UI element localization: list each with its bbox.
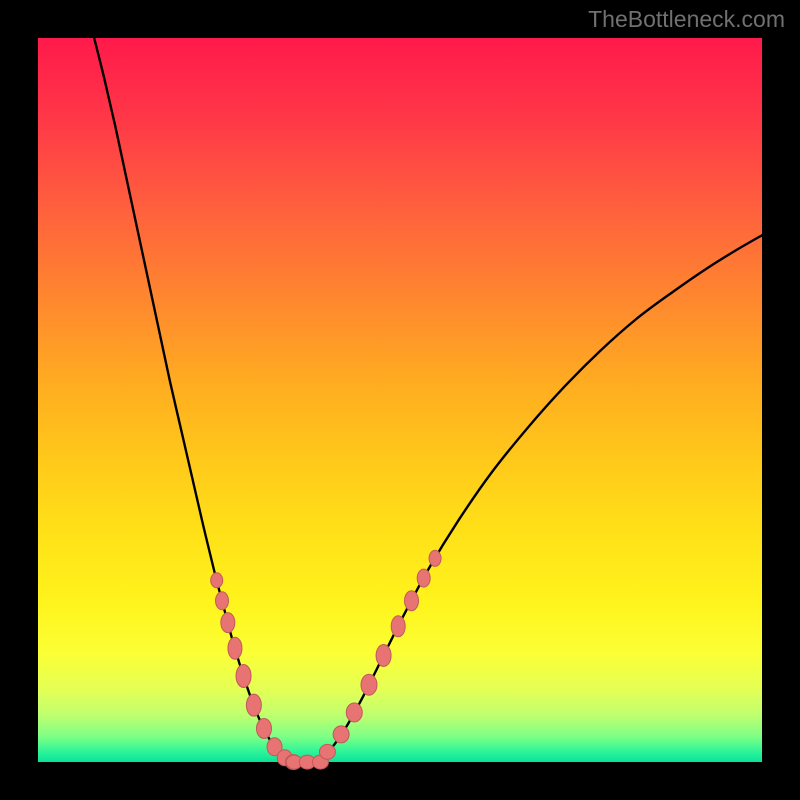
data-marker — [211, 573, 223, 588]
data-marker — [246, 694, 261, 716]
data-marker — [417, 569, 430, 587]
chart-stage: TheBottleneck.com — [0, 0, 800, 800]
watermark-text: TheBottleneck.com — [588, 6, 785, 33]
data-marker — [228, 637, 242, 659]
data-marker — [221, 613, 235, 633]
data-marker — [361, 674, 377, 695]
data-marker — [346, 703, 362, 722]
data-marker — [236, 664, 251, 687]
data-marker — [333, 726, 349, 743]
curves-layer — [93, 35, 765, 764]
data-marker — [216, 592, 229, 610]
chart-svg — [35, 35, 765, 765]
data-marker — [319, 744, 335, 759]
curve-left_branch — [93, 35, 302, 764]
data-marker — [429, 550, 441, 566]
data-marker — [405, 591, 419, 611]
data-marker — [376, 645, 391, 667]
data-marker — [391, 616, 405, 637]
data-marker — [256, 719, 271, 739]
markers-layer — [211, 550, 441, 769]
